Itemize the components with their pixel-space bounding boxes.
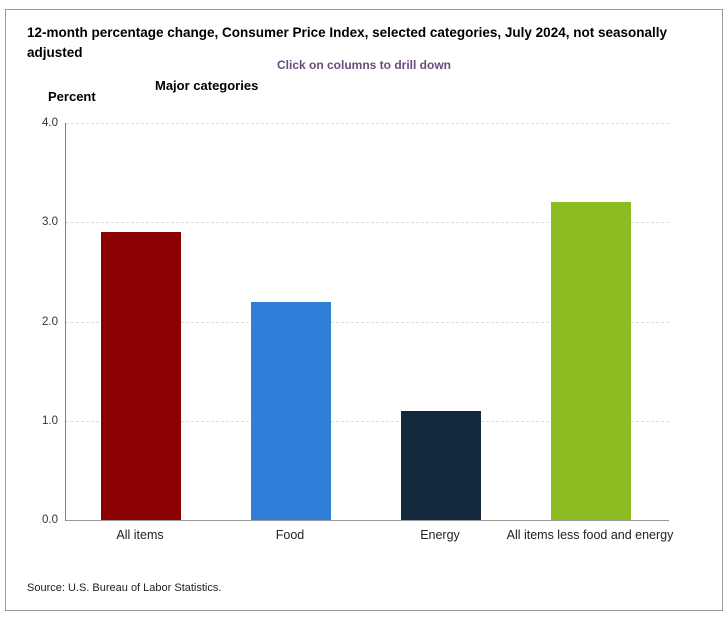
x-axis-title: Major categories — [155, 78, 259, 93]
bar-food[interactable] — [251, 301, 331, 520]
y-tick-label-1.0: 1.0 — [42, 414, 58, 427]
gridline-4.0 — [66, 123, 669, 124]
x-category-labels: All items Food Energy All items less food a… — [0, 527, 728, 567]
y-axis-unit-label: Percent — [48, 89, 96, 104]
y-tick-label-2.0: 2.0 — [42, 315, 58, 328]
x-category-label-all-items-less-food-and-energy: All items less food and energy — [506, 528, 674, 542]
x-category-label-energy: Energy — [420, 528, 460, 542]
plot-area — [65, 123, 669, 521]
bar-all-items[interactable] — [101, 232, 181, 520]
gridline-3.0 — [66, 222, 669, 224]
bar-energy[interactable] — [401, 410, 481, 520]
y-tick-label-4.0: 4.0 — [42, 117, 58, 129]
y-tick-label-0.0: 0.0 — [42, 514, 58, 526]
gridline-2.0 — [66, 321, 669, 323]
y-tick-label-3.0: 3.0 — [42, 216, 58, 229]
drilldown-hint-text: Click on columns to drill down — [276, 58, 451, 72]
bar-all-items-less-food-and-energy[interactable] — [551, 202, 631, 520]
x-category-label-all-items: All items — [116, 528, 164, 542]
bars — [66, 123, 669, 520]
y-tick-labels: 4.0 3.0 2.0 1.0 0.0 — [20, 117, 58, 526]
x-category-label-food: Food — [275, 528, 305, 542]
chart-title: 12-month percentage change, Consumer Pri… — [27, 25, 667, 60]
source-note: Source: U.S. Bureau of Labor Statistics. — [27, 582, 222, 594]
gridline-1.0 — [66, 420, 669, 422]
